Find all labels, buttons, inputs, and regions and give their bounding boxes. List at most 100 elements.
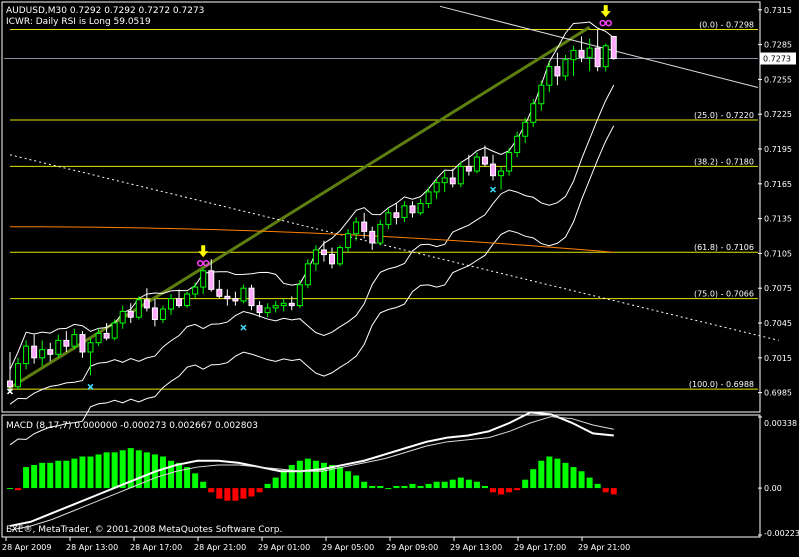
candle-body-63 xyxy=(514,135,521,153)
candle-body-43 xyxy=(353,221,360,235)
macd-bar-56 xyxy=(457,477,464,489)
macd-bar-5 xyxy=(47,462,54,489)
dotted-trend-line xyxy=(9,154,779,341)
candle-body-49 xyxy=(401,205,408,218)
macd-bar-58 xyxy=(473,481,480,489)
candle-body-27 xyxy=(224,295,231,300)
symbol-header: AUDUSD,M30 0.7292 0.7292 0.7272 0.7273 xyxy=(6,6,204,16)
price-tick-label-0: 0.7315 xyxy=(764,6,792,15)
candle-body-0 xyxy=(7,380,13,388)
fib-label-5: (100.0) - 0.6988 xyxy=(689,380,754,389)
candle-body-7 xyxy=(63,339,70,347)
candle-body-36 xyxy=(296,284,303,307)
macd-panel-frame xyxy=(1,414,761,538)
macd-tick-label-1: 0.00 xyxy=(764,484,782,493)
macd-bar-41 xyxy=(337,467,344,489)
price-tick-label-7: 0.7105 xyxy=(764,249,792,258)
price-tick-label-4: 0.7195 xyxy=(764,145,792,154)
macd-bar-19 xyxy=(159,456,166,489)
candle-body-55 xyxy=(449,177,456,185)
macd-bar-45 xyxy=(369,485,376,489)
macd-bar-24 xyxy=(200,481,207,489)
candle-body-22 xyxy=(184,293,191,307)
macd-bar-68 xyxy=(554,458,561,489)
candle-body-37 xyxy=(304,263,311,286)
main-panel-frame xyxy=(1,1,761,413)
macd-bar-60 xyxy=(490,488,496,493)
candle-body-53 xyxy=(433,182,440,193)
signal-circle-a-0 xyxy=(196,259,204,267)
macd-bar-26 xyxy=(216,488,223,499)
macd-bar-28 xyxy=(232,488,239,501)
candle-body-17 xyxy=(143,299,150,309)
candle-body-34 xyxy=(280,302,287,307)
macd-bar-20 xyxy=(168,460,174,489)
lower-band xyxy=(9,84,615,405)
candle-body-52 xyxy=(425,191,432,205)
candle-body-48 xyxy=(393,212,400,218)
candle-body-50 xyxy=(409,205,416,214)
price-tick-label-10: 0.7015 xyxy=(764,354,792,363)
candles xyxy=(7,29,617,393)
time-label-9: 29 Apr 21:00 xyxy=(578,543,630,552)
candle-body-44 xyxy=(361,221,368,232)
signal-markers xyxy=(6,5,612,395)
candle-body-4 xyxy=(39,349,46,359)
candle-body-26 xyxy=(216,288,223,297)
candle-body-74 xyxy=(602,45,609,68)
macd-bar-34 xyxy=(280,471,287,489)
macd-bar-2 xyxy=(23,467,30,489)
macd-main-line xyxy=(9,411,614,527)
macd-bar-49 xyxy=(401,485,408,489)
price-tick-label-2: 0.7255 xyxy=(764,75,792,84)
candle-body-66 xyxy=(538,84,545,105)
macd-signal-line xyxy=(9,416,614,531)
candle-body-15 xyxy=(127,310,134,318)
time-label-3: 28 Apr 21:00 xyxy=(194,543,246,552)
candle-body-51 xyxy=(417,203,424,214)
macd-bar-73 xyxy=(594,483,601,489)
macd-bar-7 xyxy=(63,460,70,489)
macd-bar-17 xyxy=(143,452,150,489)
candle-body-56 xyxy=(457,165,464,185)
macd-bar-39 xyxy=(320,462,327,489)
candle-body-67 xyxy=(546,66,553,86)
macd-bar-70 xyxy=(570,467,577,489)
macd-bar-42 xyxy=(345,471,352,489)
candle-body-71 xyxy=(578,49,585,58)
candle-body-54 xyxy=(441,177,448,184)
candle-body-73 xyxy=(594,47,601,68)
macd-bar-32 xyxy=(264,483,271,489)
fib-label-4: (75.0) - 0.7066 xyxy=(694,290,754,299)
signal-arrow-1 xyxy=(600,5,611,18)
candle-body-42 xyxy=(345,233,352,249)
macd-bar-29 xyxy=(240,488,247,499)
macd-bar-0 xyxy=(7,488,13,490)
candle-body-9 xyxy=(79,334,86,353)
fib-label-2: (38.2) - 0.7180 xyxy=(694,157,754,166)
macd-bar-10 xyxy=(87,456,94,489)
candle-body-16 xyxy=(135,299,142,318)
signal-circle-b-0 xyxy=(202,259,210,267)
macd-bar-47 xyxy=(385,488,392,490)
candle-body-35 xyxy=(288,302,295,307)
macd-bar-33 xyxy=(272,477,279,489)
price-tick-label-11: 0.6985 xyxy=(764,389,792,398)
candle-body-62 xyxy=(506,151,513,172)
time-label-8: 29 Apr 17:00 xyxy=(514,543,566,552)
macd-bar-13 xyxy=(111,452,118,489)
time-label-7: 29 Apr 13:00 xyxy=(450,543,502,552)
macd-tick-label-0: 0.00338 xyxy=(764,419,797,428)
resistance-line xyxy=(439,5,759,89)
moving-average-line xyxy=(9,226,614,253)
macd-bar-51 xyxy=(417,485,424,489)
fibonacci-levels: (0.0) - 0.7298 (25.0) - 0.7220 (38.2) - 0.… xyxy=(4,21,758,390)
macd-bar-71 xyxy=(578,471,585,489)
time-label-6: 29 Apr 09:00 xyxy=(386,543,438,552)
price-tick-label-6: 0.7135 xyxy=(764,215,792,224)
candle-body-31 xyxy=(256,305,263,314)
macd-bar-4 xyxy=(39,462,46,489)
macd-bar-54 xyxy=(441,481,448,489)
time-label-2: 28 Apr 17:00 xyxy=(130,543,182,552)
